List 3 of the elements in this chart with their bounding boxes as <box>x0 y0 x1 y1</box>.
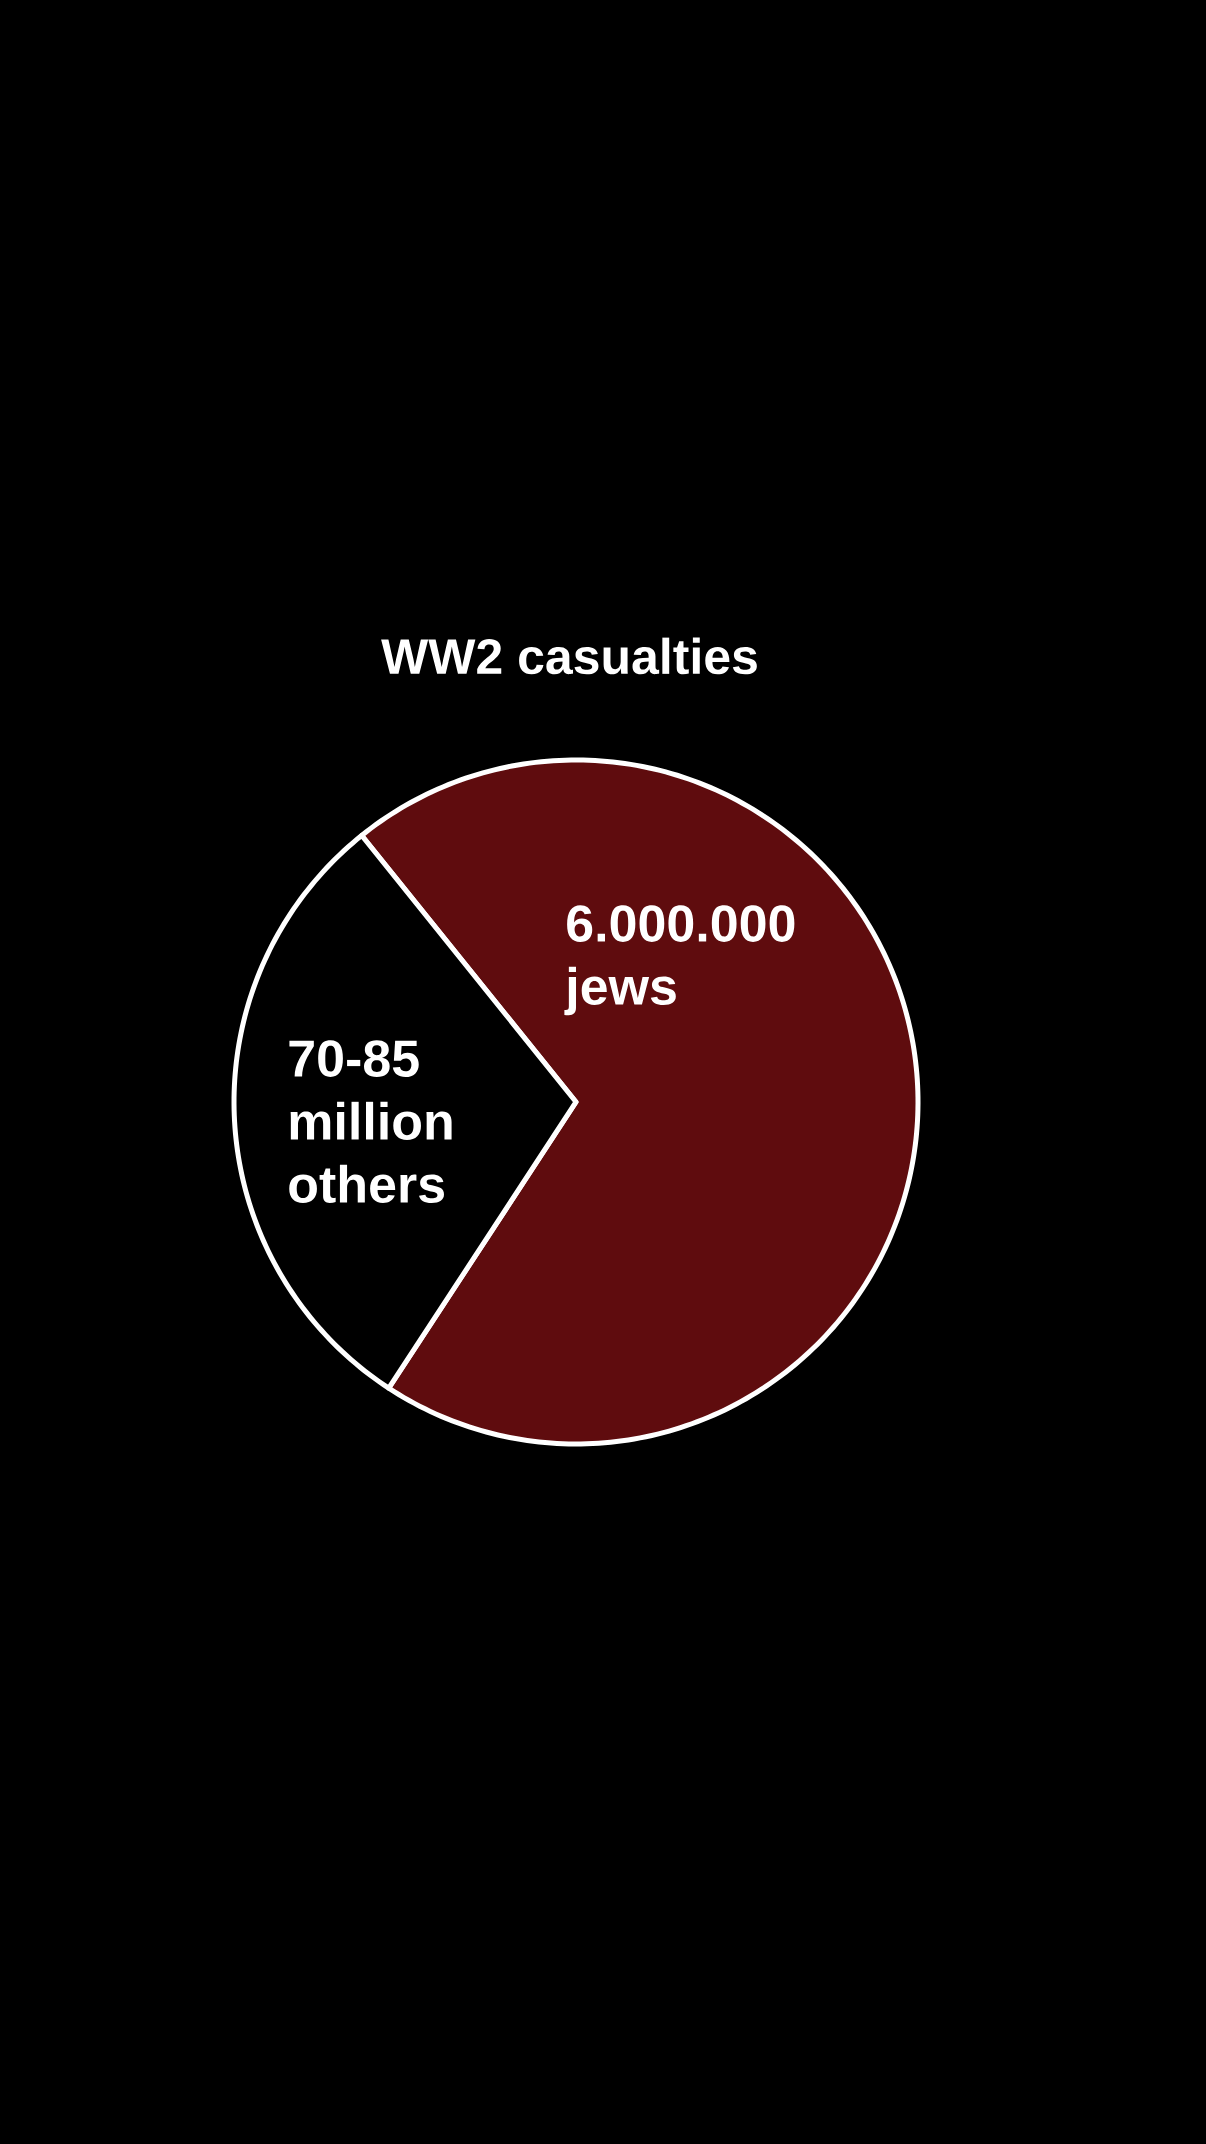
slice-label: 70-85 million others <box>289 1040 452 1203</box>
chart-title: WW2 casualties <box>381 637 757 675</box>
slice-label: 6.000.000 jews <box>564 905 795 1016</box>
